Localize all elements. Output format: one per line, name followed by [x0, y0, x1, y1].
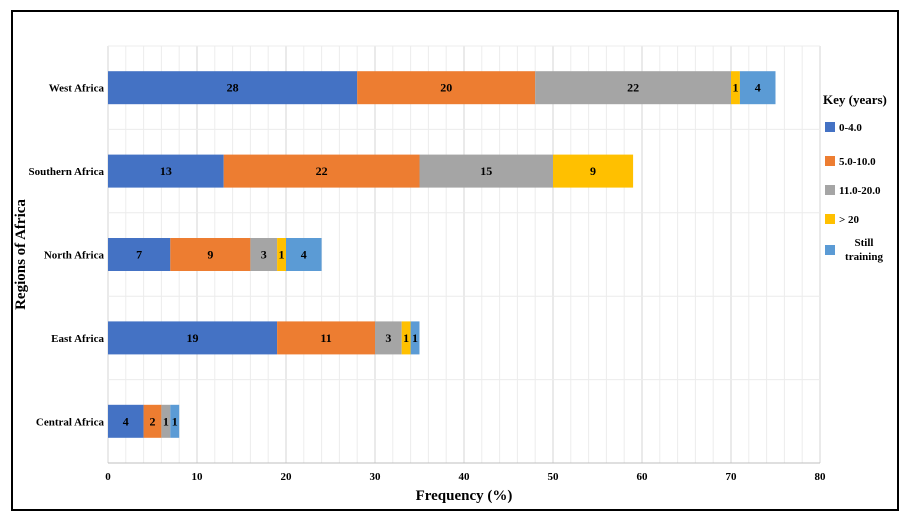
bar-segment: [108, 404, 144, 438]
bar-segment: [108, 71, 358, 105]
legend-swatch: [825, 214, 835, 224]
bar-value-label: 20: [440, 81, 452, 95]
bar-segment: [108, 238, 171, 271]
x-tick-label: 10: [192, 471, 204, 483]
x-tick-label: 50: [548, 471, 560, 483]
x-tick-label: 0: [105, 471, 111, 483]
bar-segment: [223, 154, 420, 188]
bar-value-label: 1: [403, 331, 409, 345]
y-axis-title: Regions of Africa: [13, 199, 29, 310]
category-label: Southern Africa: [29, 166, 105, 178]
bar-value-label: 15: [480, 164, 492, 178]
legend-label: 0-4.0: [839, 122, 862, 134]
x-tick-label: 60: [637, 471, 649, 483]
bar-value-label: 9: [207, 248, 213, 262]
bar-segment: [553, 154, 634, 188]
bar-segment: [357, 71, 536, 105]
category-label: Central Africa: [36, 416, 105, 428]
bar-segment: [108, 154, 224, 188]
bar-segment: [277, 238, 286, 271]
legend-label: 5.0-10.0: [839, 156, 876, 168]
bar-segment: [277, 321, 375, 355]
x-tick-label: 70: [726, 471, 738, 483]
bar-segment: [143, 404, 162, 438]
bar-value-label: 1: [732, 81, 738, 95]
bar-value-label: 2: [150, 414, 156, 428]
bar-value-label: 4: [301, 248, 307, 262]
x-axis-title: Frequency (%): [416, 488, 513, 504]
bar-segment: [731, 71, 740, 105]
bar-segment: [250, 238, 278, 271]
bar-value-label: 22: [627, 81, 639, 95]
x-tick-label: 20: [281, 471, 293, 483]
stacked-bar-chart: 28 20 22 1 413 22 15 97 9 3 1 419 11 3 1 14 2 1 1 West Afr…: [13, 45, 887, 504]
legend-swatch: [825, 122, 835, 132]
bar-segment: [401, 321, 411, 355]
bar-segment: [286, 238, 322, 271]
bar-value-label: 22: [316, 164, 328, 178]
chart-frame: 28 20 22 1 4 13 22 15 9 7 9 3 1 4 19 11 3 1 1 4 2 1 1 West Afr…: [11, 10, 899, 511]
bar-segment: [410, 321, 420, 355]
bar-value-label: 28: [227, 81, 239, 95]
legend-label: 11.0-20.0: [839, 185, 881, 197]
bar-value-label: 1: [163, 414, 169, 428]
bar-value-label: 1: [412, 331, 418, 345]
bar-value-label: 3: [385, 331, 391, 345]
legend-swatch: [825, 156, 835, 166]
bar-segment: [170, 238, 251, 271]
legend-label: Still training: [845, 237, 883, 263]
bar-value-label: 11: [320, 331, 331, 345]
category-label: East Africa: [51, 333, 104, 345]
bar-segment: [161, 404, 171, 438]
bar-value-label: 1: [279, 248, 285, 262]
axis-layer: West Africa Southern Africa North Africa Ea…: [29, 83, 826, 483]
legend-swatch: [825, 185, 835, 195]
bar-segment: [170, 404, 180, 438]
category-label: North Africa: [44, 250, 105, 262]
x-tick-label: 80: [815, 471, 827, 483]
bar-value-label: 1: [172, 414, 178, 428]
bar-segment: [739, 71, 776, 105]
bar-value-label: 19: [187, 331, 199, 345]
bar-value-label: 9: [590, 164, 596, 178]
bar-value-label: 4: [755, 81, 761, 95]
legend-swatch: [825, 245, 835, 255]
x-tick-label: 30: [370, 471, 382, 483]
legend-title: Key (years): [823, 92, 887, 107]
legend-label: > 20: [839, 214, 860, 226]
legend: Key (years) 0-4.0 5.0-10.0 11.0-20.0 > 20 St…: [823, 92, 887, 263]
bar-value-label: 4: [123, 414, 129, 428]
bars-layer: 28 20 22 1 413 22 15 97 9 3 1 419 11 3 1 14 2 1 1: [108, 71, 776, 438]
bar-segment: [375, 321, 402, 355]
bar-segment: [535, 71, 731, 105]
bar-segment: [419, 154, 553, 188]
bar-value-label: 7: [136, 248, 142, 262]
bar-value-label: 13: [160, 164, 172, 178]
x-tick-label: 40: [459, 471, 471, 483]
bar-value-label: 3: [261, 248, 267, 262]
category-label: West Africa: [49, 83, 105, 95]
bar-segment: [108, 321, 278, 355]
